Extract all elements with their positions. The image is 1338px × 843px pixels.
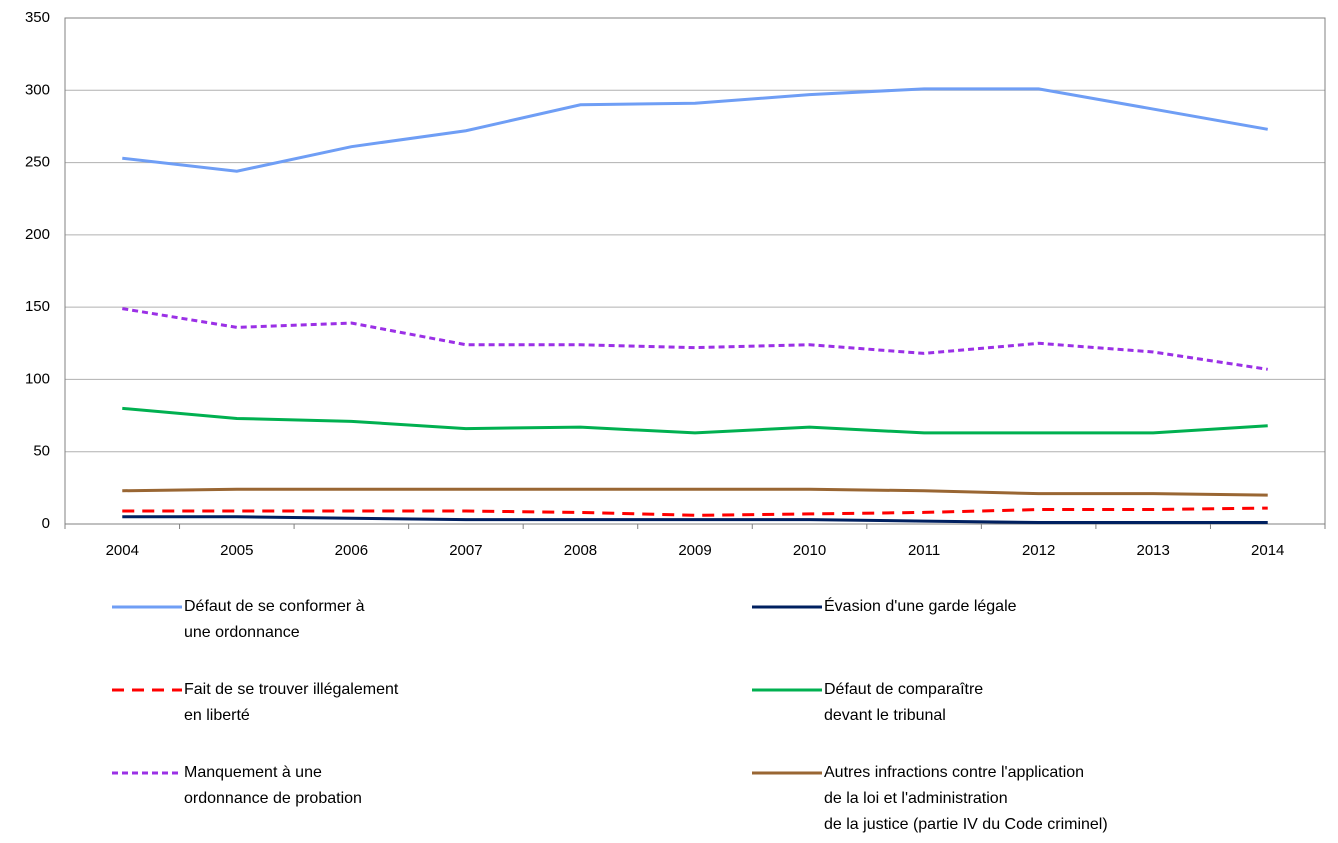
- x-tick-label: 2010: [793, 542, 826, 559]
- legend: Défaut de se conformer à une ordonnance É…: [110, 594, 1330, 843]
- y-tick-label: 300: [25, 81, 50, 98]
- chart: 0 50 100 150 200 250 300 350 2004 2005 2006 2007 200…: [25, 9, 1326, 559]
- series-line: [122, 307, 1268, 371]
- x-tick-label: 2011: [908, 542, 940, 559]
- legend-item: Manquement à une ordonnance de probation: [110, 760, 750, 843]
- legend-label: Autres infractions contre l'application …: [824, 764, 1108, 833]
- x-tick-label: 2005: [220, 542, 253, 559]
- legend-swatch: [752, 688, 822, 692]
- y-tick-label: 150: [25, 298, 50, 315]
- legend-swatch: [112, 771, 182, 775]
- legend-item: Autres infractions contre l'application …: [750, 760, 1330, 843]
- y-tick-label: 350: [25, 9, 50, 26]
- legend-item: Évasion d'une garde légale: [750, 594, 1330, 677]
- x-tick-label: 2009: [678, 542, 711, 559]
- series-line: [122, 506, 1268, 517]
- legend-swatch: [112, 605, 182, 609]
- plot-frame: [64, 17, 1326, 525]
- legend-item: Fait de se trouver illégalement en liber…: [110, 677, 750, 760]
- series-line: [122, 87, 1268, 173]
- y-tick-label: 200: [25, 226, 50, 243]
- x-tick-label: 2004: [106, 542, 139, 559]
- legend-swatch: [112, 688, 182, 692]
- legend-swatch: [752, 605, 822, 609]
- legend-label: Défaut de comparaître devant le tribunal: [824, 681, 984, 724]
- legend-label: Évasion d'une garde légale: [824, 598, 1017, 615]
- legend-label: Défaut de se conformer à une ordonnance: [184, 598, 365, 641]
- x-tick-label: 2012: [1022, 542, 1055, 559]
- series-line: [122, 515, 1268, 525]
- series-line: [122, 406, 1268, 435]
- x-tick-label: 2007: [449, 542, 482, 559]
- x-tick-label: 2014: [1251, 542, 1284, 559]
- legend-item: Défaut de se conformer à une ordonnance: [110, 594, 750, 677]
- legend-label: Fait de se trouver illégalement en liber…: [184, 681, 399, 724]
- y-tick-label: 100: [25, 370, 50, 387]
- y-tick-label: 250: [25, 154, 50, 171]
- x-tick-label: 2013: [1136, 542, 1169, 559]
- series-line: [122, 487, 1268, 497]
- x-tick-label: 2008: [564, 542, 597, 559]
- legend-item: Défaut de comparaître devant le tribunal: [750, 677, 1330, 760]
- y-tick-label: 0: [42, 515, 50, 532]
- x-tick-label: 2006: [335, 542, 368, 559]
- legend-swatch: [752, 771, 822, 775]
- legend-label: Manquement à une ordonnance de probation: [184, 764, 362, 807]
- y-tick-label: 50: [33, 443, 50, 460]
